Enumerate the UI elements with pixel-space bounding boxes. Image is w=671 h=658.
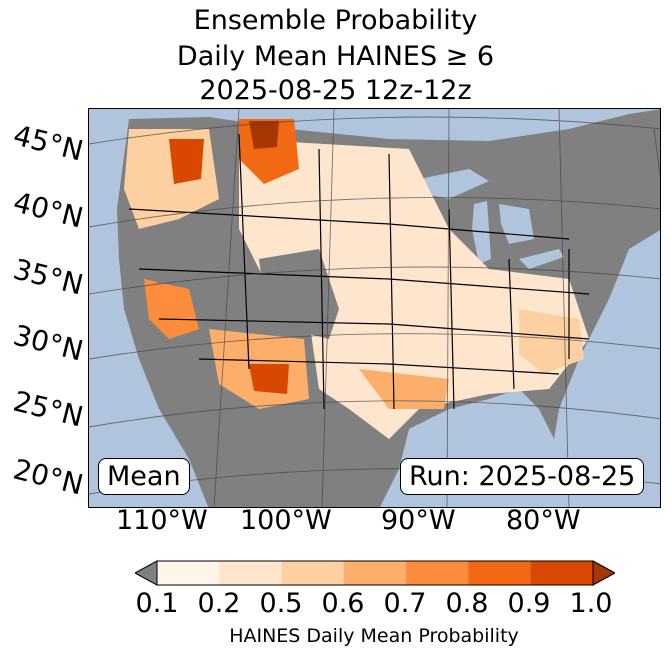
map-panel (88, 108, 661, 508)
graticule (89, 109, 660, 507)
colorbar (135, 560, 615, 586)
colorbar-bin (530, 561, 594, 585)
lat-label-20: 20°N (10, 452, 87, 502)
colorbar-bin (468, 561, 532, 585)
colorbar-tick-2: 0.5 (259, 588, 303, 619)
prob-nm-high (249, 364, 289, 394)
colorbar-tick-6: 0.9 (507, 588, 551, 619)
colorbar-bin (343, 561, 407, 585)
lon-label-90w: 90°W (381, 505, 456, 536)
colorbar-bin (406, 561, 469, 585)
title-line-2: Daily Mean HAINES ≥ 6 (176, 41, 495, 72)
colorbar-tick-0: 0.1 (135, 588, 179, 619)
colorbar-over-arrow (592, 560, 615, 586)
colorbar-frame (156, 560, 594, 586)
mean-label-box: Mean (98, 458, 190, 495)
title-line-1: Ensemble Probability (193, 5, 478, 36)
colorbar-bins (157, 561, 594, 585)
lon-label-110w: 110°W (116, 505, 208, 536)
lat-label-30: 30°N (10, 318, 87, 368)
prob-az (144, 279, 199, 339)
colorbar-bin (219, 561, 283, 585)
map-canvas (89, 109, 660, 507)
lon-label-100w: 100°W (240, 505, 332, 536)
prob-southeast (519, 309, 584, 374)
lake-superior (419, 169, 489, 199)
lat-label-40: 40°N (10, 185, 87, 235)
prob-north-rockies-high (249, 121, 279, 149)
colorbar-under-arrow (135, 560, 158, 586)
title-line-3: 2025-08-25 12z-12z (199, 75, 472, 106)
prob-pacnw-high (169, 139, 204, 184)
run-label-box: Run: 2025-08-25 (400, 458, 645, 495)
lon-label-80w: 80°W (506, 505, 581, 536)
state-borders (128, 133, 590, 410)
colorbar-tick-7: 1.0 (569, 588, 613, 619)
lat-label-45: 45°N (10, 118, 87, 168)
colorbar-tick-4: 0.7 (383, 588, 427, 619)
colorbar-bin (281, 561, 345, 585)
prob-gulf (359, 369, 449, 409)
lake-erie (519, 249, 564, 269)
lat-label-35: 35°N (10, 252, 87, 302)
lake-michigan (472, 201, 491, 264)
colorbar-tick-3: 0.6 (321, 588, 365, 619)
colorbar-tick-5: 0.8 (445, 588, 489, 619)
gap-rockies (259, 249, 339, 339)
colorbar-bin (157, 561, 220, 585)
colorbar-label: HAINES Daily Mean Probability (229, 625, 519, 647)
colorbar-tick-1: 0.2 (197, 588, 241, 619)
lat-label-25: 25°N (10, 384, 87, 434)
